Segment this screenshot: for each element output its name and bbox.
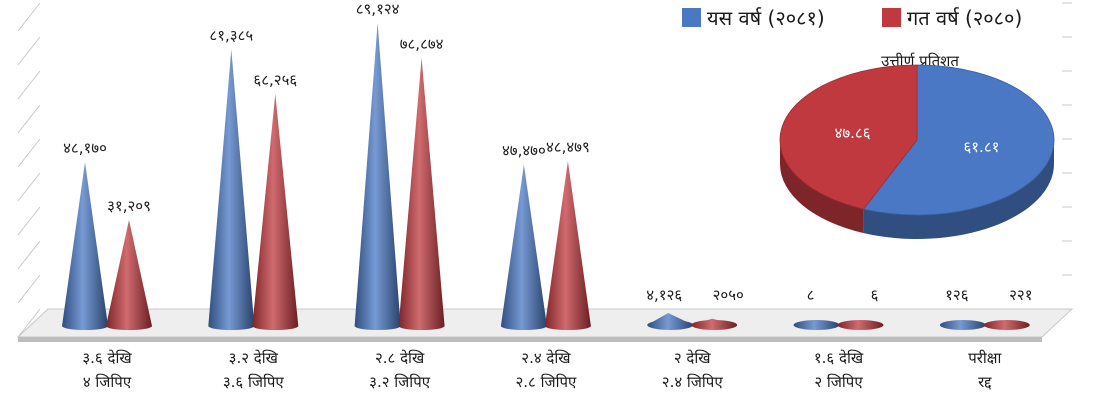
data-label: ४८,१७०	[63, 139, 107, 157]
data-label: १२६	[945, 286, 969, 304]
pie-side	[779, 140, 864, 234]
cone-bar	[793, 320, 840, 330]
cone-bar	[939, 320, 986, 330]
data-label: ४८,४७९	[546, 138, 590, 156]
category-label: १.६ देखि	[814, 349, 864, 367]
category-label: ३.२ जिपिए	[369, 373, 431, 391]
cone-body	[544, 161, 591, 330]
legend: यस वर्ष (२०८१) गत वर्ष (२०८०)	[682, 6, 1022, 30]
cone-bar	[983, 320, 1030, 330]
cone-body	[500, 164, 547, 330]
cone-body	[398, 57, 445, 330]
cone-disc	[939, 320, 986, 330]
cone-body	[252, 93, 299, 331]
data-label: ८	[807, 286, 815, 304]
gridline-left	[17, 104, 41, 134]
gridline-left	[17, 70, 41, 100]
data-label: २०५०	[713, 286, 744, 304]
data-label: ८९,१२४	[356, 0, 400, 18]
cone-bar	[691, 318, 738, 330]
category-label: ३.६ जिपिए	[223, 373, 285, 391]
category-label: २.४ जिपिए	[662, 373, 724, 391]
cone-bar	[354, 22, 401, 331]
data-label: ३१,२०९	[107, 197, 151, 215]
category-label: ३.२ देखि	[229, 349, 279, 367]
cone-body	[691, 318, 738, 325]
cone-bar	[837, 320, 884, 330]
category-label: २.४ देखि	[521, 349, 571, 367]
pie-slice	[863, 64, 1055, 216]
category-label: २.८ देखि	[375, 349, 425, 367]
cone-body	[106, 219, 152, 330]
cone-disc	[983, 320, 1030, 330]
cone-bar	[208, 49, 255, 330]
category-label: २.८ जिपिए	[515, 373, 577, 391]
cone-body	[647, 313, 694, 325]
pie-side	[863, 140, 1054, 239]
data-label: ८१,३८५	[209, 26, 253, 44]
gridline-left	[17, 274, 41, 304]
cone-bar	[647, 313, 694, 330]
cone-body	[62, 162, 108, 330]
gridline-left	[17, 36, 41, 66]
category-label: ३.६ देखि	[82, 349, 132, 367]
data-label: ६	[871, 286, 879, 304]
cone-bar	[252, 93, 299, 331]
category-label: ४ जिपिए	[83, 373, 132, 391]
cone-disc	[837, 320, 884, 330]
data-label: ६८,२५६	[253, 71, 297, 89]
gridline-left	[17, 138, 41, 168]
cone-bar	[500, 164, 547, 330]
legend-label: गत वर्ष (२०८०)	[907, 6, 1022, 30]
gridline-left	[17, 206, 41, 236]
data-label: ७८,८७४	[400, 35, 444, 53]
cone-bar	[544, 161, 591, 330]
category-label: २ देखि	[674, 349, 711, 367]
legend-swatch	[882, 8, 901, 27]
legend-swatch	[682, 8, 701, 27]
cone-bar	[62, 162, 108, 330]
data-label: ४,१२६	[646, 286, 682, 304]
gridline-left	[17, 172, 41, 202]
cone-body	[208, 49, 255, 330]
cone-body	[354, 22, 401, 331]
cone-bars	[62, 22, 1030, 331]
gridline-left	[17, 2, 41, 32]
gridlines	[17, 2, 1072, 338]
cone-bar	[398, 57, 445, 330]
category-label: २ जिपिए	[814, 373, 863, 391]
legend-label: यस वर्ष (२०८१)	[707, 6, 825, 30]
category-labels: ३.६ देखि ४ जिपिए ३.२ देखि ३.६ जिपिए २.८ देखि…	[82, 349, 1002, 391]
cone-bar	[106, 219, 152, 330]
pie-slice-label: ६१.८१	[963, 138, 999, 156]
gridline-left	[17, 308, 41, 338]
data-label: २२१	[1009, 286, 1032, 304]
data-label: ४७,४७०	[502, 142, 546, 160]
floor-front	[18, 337, 1042, 342]
category-label: रद्द	[978, 373, 992, 391]
pie-slice	[779, 64, 918, 210]
pie-slice-label: ४७.८६	[835, 124, 871, 142]
gridline-left	[17, 240, 41, 270]
category-label: परीक्षा	[968, 349, 1002, 367]
cone-disc	[793, 320, 840, 330]
